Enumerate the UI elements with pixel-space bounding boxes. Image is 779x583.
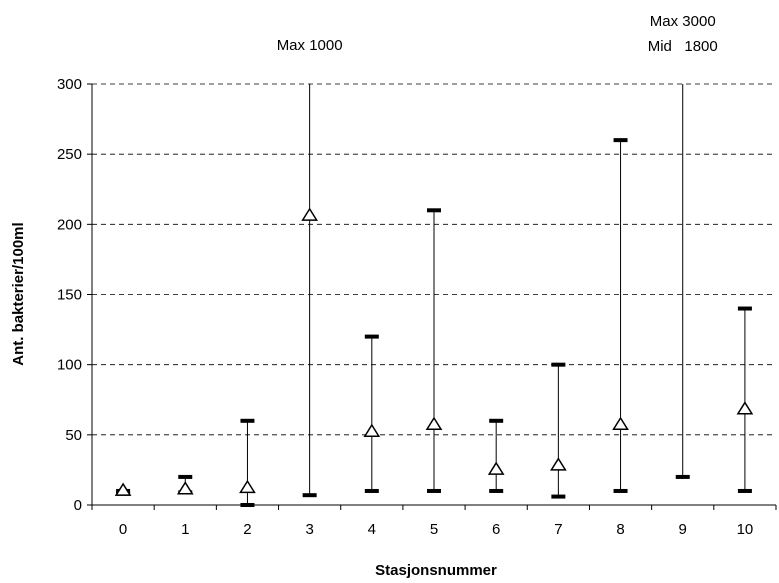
y-tick-label: 200 [57, 216, 82, 233]
y-tick-label: 250 [57, 146, 82, 163]
y-axis-title: Ant. bakterier/100ml [10, 222, 27, 365]
mid-marker [301, 207, 318, 221]
range-bars [114, 84, 754, 507]
y-tick-label: 300 [57, 76, 82, 93]
mid-marker [425, 416, 443, 430]
x-tick-label: 6 [492, 521, 500, 538]
y-tick-label: 100 [57, 357, 82, 374]
mid-marker [114, 482, 132, 496]
x-tick-label: 1 [181, 521, 189, 538]
annotation-text: Max 1000 [277, 37, 343, 54]
mid-marker [487, 461, 505, 475]
annotation-text: Max 3000 [650, 13, 716, 30]
mid-marker [736, 401, 754, 415]
annotation-text: Mid 1800 [648, 38, 718, 55]
x-tick-label: 5 [430, 521, 438, 538]
x-axis-title: Stasjonsnummer [375, 562, 497, 579]
y-ticks: 0 50 100 150 200 250 300 [57, 76, 92, 514]
mid-marker [239, 479, 256, 494]
x-tick-label: 7 [554, 521, 562, 538]
y-tick-label: 0 [74, 497, 82, 514]
x-tick-label: 0 [119, 521, 127, 538]
x-tick-label: 9 [679, 521, 687, 538]
mid-marker [176, 481, 194, 495]
x-ticks: 0 1 2 3 4 5 6 7 8 9 10 [91, 505, 777, 538]
x-tick-label: 2 [243, 521, 251, 538]
annotations: Max 1000 Max 3000 Mid 1800 [277, 13, 718, 55]
y-tick-label: 150 [57, 287, 82, 304]
x-tick-label: 4 [368, 521, 376, 538]
mid-marker [363, 423, 381, 437]
mid-marker [612, 416, 629, 430]
x-tick-label: 10 [737, 521, 754, 538]
y-tick-label: 50 [65, 427, 82, 444]
mid-marker [550, 457, 567, 471]
x-tick-label: 3 [305, 521, 313, 538]
x-tick-label: 8 [616, 521, 624, 538]
